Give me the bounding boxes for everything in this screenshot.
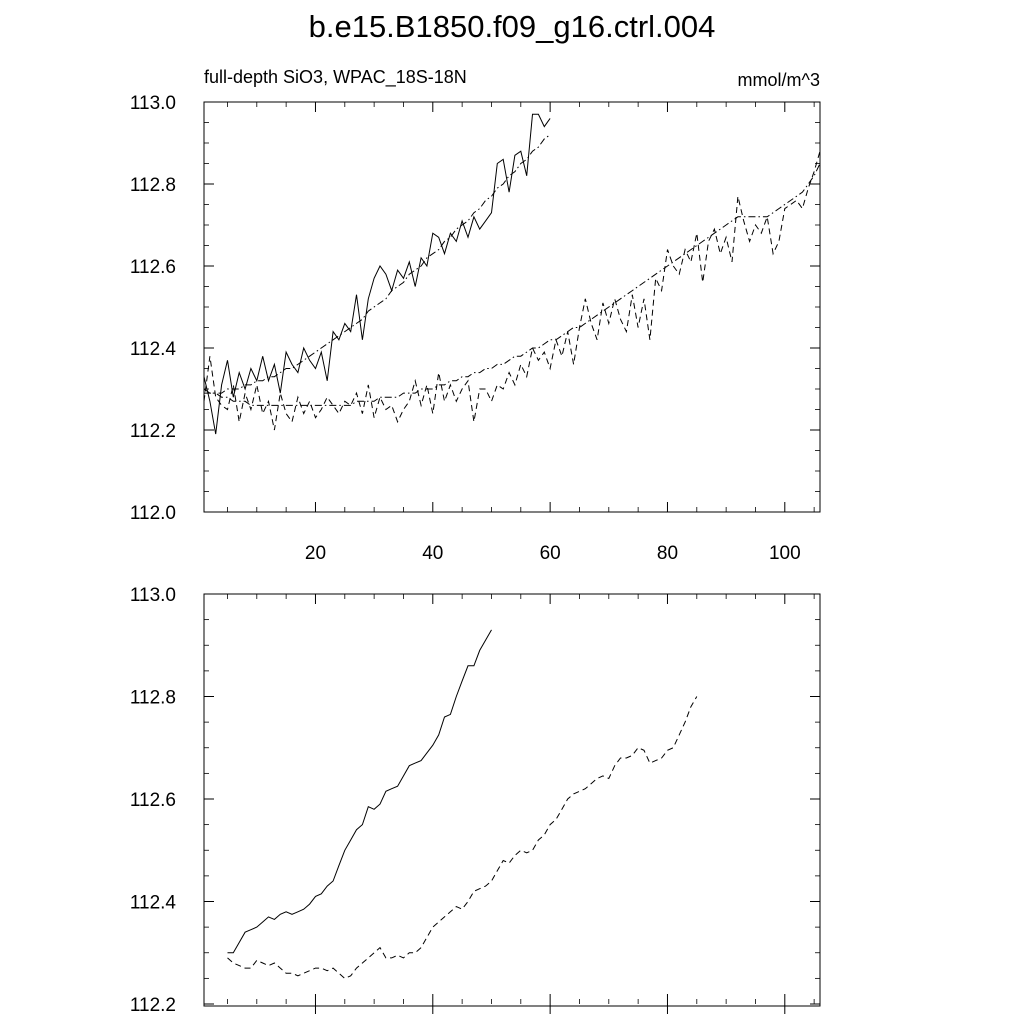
y-tick-label: 112.2 xyxy=(130,995,176,1016)
series-line-4 xyxy=(203,163,821,406)
panel-top: full-depth SiO3, WPAC_18S-18N mmol/m^3 2… xyxy=(130,67,821,564)
series-line-1 xyxy=(227,629,492,954)
panel-top-axes: 20 40 60 80 100 112.0 112.2 112.4 112.6 112.8 113.… xyxy=(130,93,820,564)
y-tick-label: 112.6 xyxy=(130,790,176,811)
panel-bottom: 112.2 112.4 112.6 112.8 113.0 xyxy=(130,585,821,1016)
panel-bottom-axes: 112.2 112.4 112.6 112.8 113.0 xyxy=(130,585,820,1016)
x-tick-label: 20 xyxy=(305,543,326,564)
panel-top-frame xyxy=(203,101,821,513)
series-line-2 xyxy=(204,134,551,394)
y-tick-label: 112.4 xyxy=(130,339,177,360)
y-tick-label: 113.0 xyxy=(130,93,176,114)
series-line-2 xyxy=(227,696,698,979)
panel-bottom-series xyxy=(227,629,698,979)
y-tick-label: 112.0 xyxy=(130,503,176,524)
x-tick-label: 60 xyxy=(540,543,561,564)
y-tick-label: 112.2 xyxy=(130,421,176,442)
panel-top-left-label: full-depth SiO3, WPAC_18S-18N xyxy=(204,67,467,88)
panel-top-right-label: mmol/m^3 xyxy=(738,70,820,90)
x-tick-label: 100 xyxy=(769,543,801,564)
panel-bottom-frame xyxy=(203,593,821,1007)
y-tick-label: 112.6 xyxy=(130,257,176,278)
series-line-1 xyxy=(203,113,551,435)
panel-top-series xyxy=(203,113,821,435)
y-tick-label: 112.8 xyxy=(130,688,176,709)
series-line-3 xyxy=(203,151,821,431)
y-tick-label: 113.0 xyxy=(130,585,176,606)
y-tick-label: 112.4 xyxy=(130,893,177,914)
figure-title: b.e15.B1850.f09_g16.ctrl.004 xyxy=(309,9,716,44)
y-tick-label: 112.8 xyxy=(130,175,176,196)
x-tick-label: 80 xyxy=(657,543,678,564)
x-tick-label: 40 xyxy=(422,543,443,564)
